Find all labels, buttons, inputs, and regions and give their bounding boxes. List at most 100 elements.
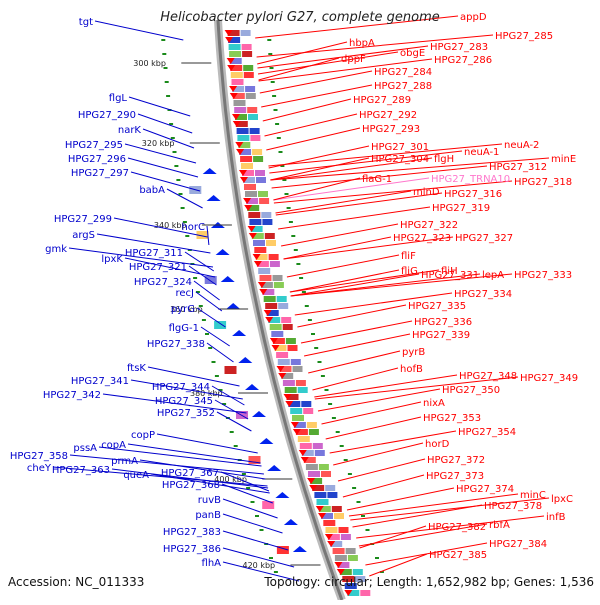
gene-arrow-reverse: [259, 289, 268, 295]
gene-block: [241, 163, 253, 169]
backbone-arc-core: [216, 19, 344, 601]
gene-arrow-reverse: [283, 394, 292, 400]
feature-layer: [189, 30, 371, 596]
leader-line-right: [258, 57, 340, 81]
gene-label-left: HPG27_363: [52, 465, 110, 476]
gene-block: [355, 576, 366, 582]
leader-line-left: [196, 307, 226, 328]
gene-block: [312, 485, 325, 491]
gene-block: [303, 457, 316, 463]
gene-block: [233, 100, 246, 106]
gene-block: [248, 456, 261, 464]
gene-label-right: infB: [546, 512, 566, 523]
leader-line-right: [256, 34, 494, 58]
gene-label-right: nixA: [423, 398, 445, 409]
gene-block: [276, 296, 287, 302]
gene-block: [235, 121, 248, 127]
gene-arrow-forward: [202, 168, 217, 174]
leader-line-left: [206, 342, 234, 363]
gene-block: [345, 548, 356, 554]
gene-block: [255, 170, 265, 176]
gene-block: [323, 520, 336, 526]
gene-label-left: HPG27_299: [54, 214, 112, 225]
gene-arrow-reverse: [229, 86, 238, 92]
kbp-tick-label: 360 kbp: [170, 305, 203, 314]
gene-block: [292, 366, 303, 372]
gene-label-right: HPG27_350: [442, 385, 500, 396]
gene-label-right: HPG27_316: [444, 189, 502, 200]
gene-label-right: hbpA: [349, 38, 375, 49]
leader-line-left: [147, 366, 240, 387]
leader-line-right: [300, 320, 413, 344]
gene-block: [347, 555, 358, 561]
gene-arrow-forward: [215, 249, 230, 255]
gene-block: [268, 254, 279, 260]
gene-block: [204, 276, 217, 284]
gene-block: [297, 436, 310, 442]
gene-arrow-forward: [226, 303, 241, 309]
gene-block: [290, 359, 301, 365]
gene-block: [272, 338, 285, 344]
gene-label-left: HPG27_296: [68, 154, 126, 165]
leader-line-right: [258, 58, 433, 82]
gene-arrow-reverse: [334, 562, 343, 568]
gene-label-left: HPG27_324: [134, 277, 192, 288]
gene-block: [269, 324, 282, 330]
leader-line-left: [139, 459, 266, 480]
gene-block: [318, 464, 329, 470]
kbp-tick-label: 300 kbp: [133, 59, 166, 68]
gene-block: [245, 86, 256, 92]
gene-label-right: HPG27_284: [374, 67, 432, 78]
gene-block: [360, 590, 371, 596]
gene-arrow-forward: [206, 195, 221, 201]
leader-line-right: [359, 525, 427, 549]
gene-label-left: HPG27_367: [161, 468, 219, 479]
gene-arrow-reverse: [263, 310, 272, 316]
gene-arrow-reverse: [229, 93, 238, 99]
gene-label-right: horD: [425, 439, 450, 450]
leader-line-left: [127, 157, 199, 178]
leader-line-right: [314, 374, 458, 398]
gene-block: [316, 499, 329, 505]
gene-block: [347, 590, 360, 596]
gene-label-left: prmA: [111, 456, 138, 467]
gene-arrow-reverse: [276, 366, 285, 372]
gene-block: [310, 478, 323, 484]
leader-line-right: [273, 177, 430, 201]
gene-arrow-reverse: [226, 58, 235, 64]
gene-block: [228, 37, 241, 43]
gene-label-left: HPG27_358: [10, 451, 68, 462]
gene-block: [224, 366, 237, 374]
leader-line-right: [262, 98, 352, 122]
leader-line-right: [297, 304, 407, 328]
leader-line-right: [346, 487, 455, 511]
gene-label-left: HPG27_341: [71, 376, 129, 387]
gene-arrow-reverse: [225, 37, 234, 43]
gene-block: [276, 352, 289, 358]
gene-label-left: ftsK: [127, 363, 146, 374]
gene-block: [245, 93, 256, 99]
gene-label-right: HPG27_301: [371, 142, 429, 153]
leader-line-right: [269, 150, 463, 174]
gene-label-right: HPG27_349: [520, 373, 578, 384]
gene-label-right: HPG27_293: [362, 124, 420, 135]
gene-label-right: HPG27_331: [421, 270, 479, 281]
gene-label-right: HPG27_334: [454, 289, 512, 300]
gene-block: [248, 212, 261, 218]
gene-block: [339, 569, 352, 575]
gene-label-right: HPG27_372: [427, 455, 485, 466]
gene-block: [344, 583, 357, 589]
gene-label-left: pyrG: [171, 304, 195, 315]
gene-block: [214, 321, 227, 329]
gene-arrow-reverse: [265, 317, 274, 323]
leader-line-left: [98, 446, 262, 467]
leader-line-right: [275, 190, 412, 214]
gene-block: [250, 226, 263, 232]
gene-label-left: babA: [139, 185, 165, 196]
gene-label-right: flgH: [434, 154, 454, 165]
leader-line-left: [214, 399, 249, 420]
gene-label-right: neuA-2: [504, 140, 539, 151]
gene-block: [293, 422, 306, 428]
gene-block: [240, 30, 251, 36]
gene-arrow-reverse: [252, 254, 261, 260]
